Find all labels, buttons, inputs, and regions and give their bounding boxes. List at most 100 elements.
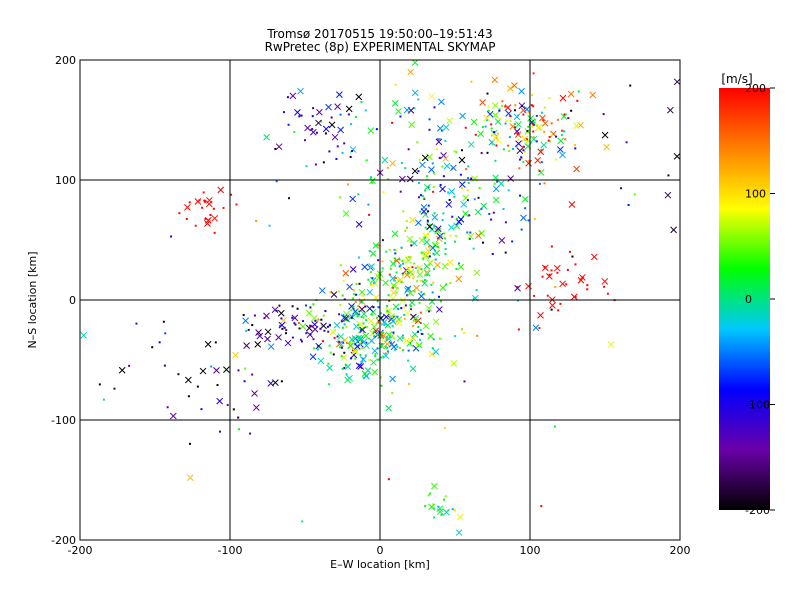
data-point-cross xyxy=(411,167,419,175)
data-point xyxy=(320,318,323,321)
data-point xyxy=(535,140,538,143)
data-point xyxy=(433,212,436,215)
data-point xyxy=(433,516,436,519)
data-point xyxy=(476,334,479,337)
data-point xyxy=(455,234,458,237)
data-point xyxy=(454,335,457,338)
data-point xyxy=(385,250,388,253)
data-point xyxy=(442,236,445,239)
data-point-cross xyxy=(434,225,442,233)
data-point xyxy=(255,220,258,223)
data-point xyxy=(504,122,507,125)
data-point xyxy=(282,111,285,114)
data-point xyxy=(550,245,553,248)
data-point xyxy=(355,293,358,296)
data-point xyxy=(204,217,207,220)
data-point xyxy=(377,358,380,361)
data-point xyxy=(427,494,430,497)
data-point xyxy=(410,244,413,247)
data-point xyxy=(358,336,361,339)
data-point-cross xyxy=(415,219,422,227)
data-point xyxy=(398,258,401,261)
data-point xyxy=(386,305,389,308)
data-point xyxy=(316,131,319,134)
data-point xyxy=(428,118,431,121)
data-point xyxy=(392,331,395,334)
data-point-cross xyxy=(455,275,463,283)
data-point xyxy=(493,131,496,134)
data-point-cross xyxy=(435,138,443,146)
data-point xyxy=(353,293,356,296)
data-point xyxy=(342,313,345,316)
data-point xyxy=(491,252,494,255)
data-point xyxy=(408,383,411,386)
data-point-cross xyxy=(427,332,434,340)
data-point xyxy=(304,304,307,307)
data-point xyxy=(370,313,373,316)
data-point xyxy=(440,234,443,237)
data-point xyxy=(349,123,352,126)
data-point xyxy=(511,240,514,243)
data-point xyxy=(278,304,281,307)
data-point-cross xyxy=(318,287,326,294)
data-point-cross xyxy=(389,160,396,167)
data-point xyxy=(371,284,374,287)
data-point xyxy=(329,351,332,354)
data-point xyxy=(389,267,392,270)
data-point xyxy=(384,345,387,348)
data-point xyxy=(377,244,380,247)
data-point xyxy=(437,295,440,298)
data-point-cross xyxy=(411,330,419,338)
data-point xyxy=(361,294,364,297)
data-point-cross xyxy=(409,365,417,373)
y-axis-label: N–S location [km] xyxy=(26,251,39,348)
data-point xyxy=(560,129,563,132)
data-point xyxy=(487,105,490,108)
data-point-cross xyxy=(368,263,376,270)
data-point xyxy=(226,403,229,406)
data-point-cross xyxy=(492,196,500,204)
data-point-cross xyxy=(349,146,357,153)
data-point xyxy=(407,148,410,151)
data-point-cross xyxy=(518,87,525,95)
data-point xyxy=(438,156,441,159)
data-point xyxy=(413,290,416,293)
data-point-cross xyxy=(525,282,532,290)
data-point xyxy=(358,313,361,316)
data-point-cross xyxy=(491,76,499,84)
data-point-cross xyxy=(434,261,441,269)
data-point xyxy=(327,362,330,365)
data-point xyxy=(424,279,427,282)
data-point-cross xyxy=(204,220,211,227)
data-point xyxy=(416,270,419,273)
data-point-cross xyxy=(316,108,323,116)
data-point xyxy=(417,98,420,101)
data-point xyxy=(362,322,365,325)
data-point-cross xyxy=(382,313,390,321)
data-point xyxy=(560,133,563,136)
data-point xyxy=(291,316,294,319)
data-point xyxy=(543,182,546,185)
data-point xyxy=(527,219,530,222)
data-point xyxy=(249,432,252,435)
data-point xyxy=(442,175,445,178)
data-point xyxy=(533,294,536,297)
data-point-cross xyxy=(410,313,417,321)
data-point-cross xyxy=(345,105,353,113)
data-point xyxy=(453,150,456,153)
data-point xyxy=(376,358,379,361)
data-point xyxy=(556,271,559,274)
data-point xyxy=(364,354,367,357)
data-point xyxy=(244,367,247,370)
data-point xyxy=(461,328,464,331)
data-point xyxy=(339,196,342,199)
data-point-cross xyxy=(309,353,317,361)
data-point xyxy=(349,155,352,158)
data-point xyxy=(361,360,364,363)
data-point xyxy=(533,217,536,220)
data-point xyxy=(394,284,397,287)
data-point-cross xyxy=(504,104,512,111)
data-point xyxy=(571,255,574,258)
data-point xyxy=(386,346,389,349)
data-point-cross xyxy=(205,200,213,208)
